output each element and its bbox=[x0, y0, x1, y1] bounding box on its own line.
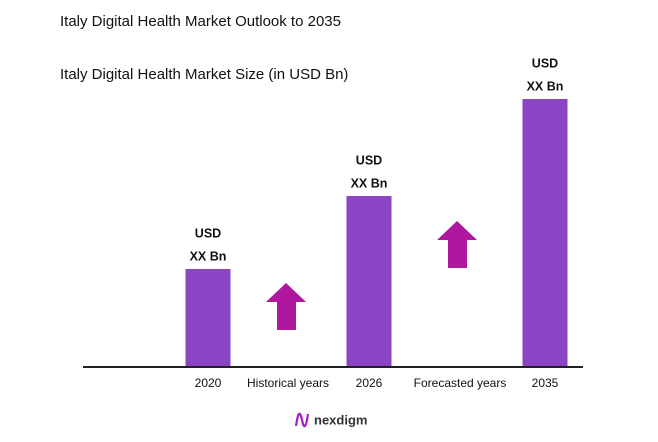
x-tick-label: 2020 bbox=[195, 376, 222, 390]
value-label: XX Bn bbox=[527, 79, 564, 93]
logo-icon bbox=[294, 412, 310, 428]
value-label: XX Bn bbox=[190, 249, 227, 263]
value-label: USD bbox=[195, 226, 221, 240]
bar bbox=[346, 196, 392, 366]
period-label: Forecasted years bbox=[414, 376, 507, 390]
value-label: XX Bn bbox=[351, 176, 388, 190]
chart-subtitle: Italy Digital Health Market Size (in USD… bbox=[60, 66, 348, 83]
growth-arrow bbox=[266, 283, 306, 330]
bar bbox=[185, 269, 231, 366]
value-label: USD bbox=[532, 56, 558, 70]
bar bbox=[522, 99, 568, 366]
chart-title: Italy Digital Health Market Outlook to 2… bbox=[60, 13, 341, 30]
x-tick-label: 2035 bbox=[532, 376, 559, 390]
value-label: USD bbox=[356, 153, 382, 167]
period-label: Historical years bbox=[247, 376, 329, 390]
logo: nexdigm bbox=[314, 412, 367, 427]
x-tick-label: 2026 bbox=[356, 376, 383, 390]
growth-arrow bbox=[437, 221, 477, 268]
